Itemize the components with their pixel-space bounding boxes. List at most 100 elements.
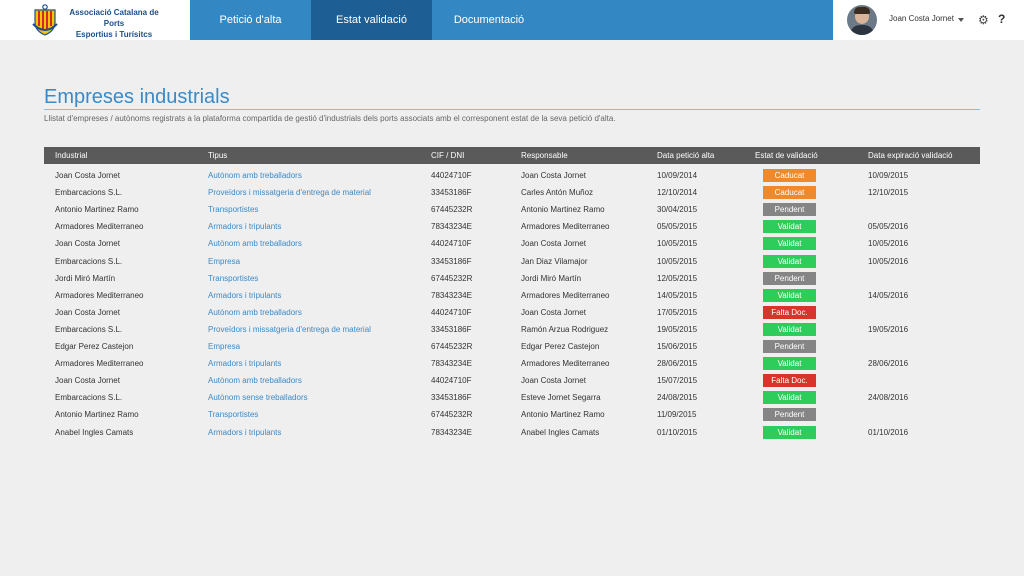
status-badge: Validat (763, 288, 816, 302)
cell-industrial: Embarcacions S.L. (55, 256, 123, 266)
cell-cif: 33453186F (431, 324, 472, 334)
table-row[interactable]: Antonio Martinez Ramo Transportistes 67445… (44, 201, 980, 218)
cell-data-peticio: 10/05/2015 (657, 256, 698, 266)
cell-cif: 78343234E (431, 222, 472, 232)
logo[interactable]: Associació Catalana de Ports Esportius i… (0, 0, 190, 40)
cell-cif: 78343234E (431, 359, 472, 369)
cell-data-expiracio: 19/05/2016 (868, 324, 909, 334)
table-row[interactable]: Embarcacions S.L. Autònom sense treballad… (44, 389, 980, 406)
cell-tipus-link[interactable]: Autònom amb treballadors (208, 171, 302, 180)
cell-tipus-link[interactable]: Armadors i tripulants (208, 222, 282, 232)
cell-tipus-link[interactable]: Autònom sense treballadors (208, 393, 308, 403)
port-association-logo-icon (32, 4, 58, 36)
title-divider (44, 109, 980, 110)
cell-data-peticio: 17/05/2015 (657, 307, 698, 317)
tab-documentacio[interactable]: Documentació (453, 14, 525, 26)
chevron-down-icon[interactable] (958, 18, 964, 22)
header-data-expiracio[interactable]: Data expiració validació (868, 151, 953, 160)
header-responsable[interactable]: Responsable (521, 151, 568, 160)
table-row[interactable]: Joan Costa Jornet Autònom amb treballador… (44, 167, 980, 184)
table-row[interactable]: Embarcacions S.L. Proveïdors i missatgeri… (44, 184, 980, 201)
cell-data-expiracio: 10/09/2015 (868, 171, 909, 180)
cell-data-expiracio: 01/10/2016 (868, 427, 909, 437)
top-bar: Associació Catalana de Ports Esportius i… (0, 0, 1024, 40)
cell-industrial: Edgar Perez Castejon (55, 342, 134, 351)
cell-responsable: Joan Costa Jornet (521, 376, 586, 386)
cell-data-expiracio: 24/08/2016 (868, 393, 909, 403)
table-row[interactable]: Joan Costa Jornet Autònom amb treballador… (44, 372, 980, 389)
table-row[interactable]: Anabel Ingles Camats Armadors i tripulant… (44, 424, 980, 441)
header-estat[interactable]: Estat de validació (755, 151, 818, 160)
table-row[interactable]: Edgar Perez Castejon Empresa 67445232R Edga… (44, 338, 980, 355)
status-badge: Falta Doc. (763, 374, 816, 388)
cell-responsable: Antonio Martinez Ramo (521, 205, 605, 215)
cell-tipus-link[interactable]: Empresa (208, 256, 241, 266)
status-badge: Caducat (763, 169, 816, 182)
cell-responsable: Armadores Mediterraneo (521, 359, 610, 369)
header-industrial[interactable]: Industrial (55, 151, 88, 160)
cell-data-expiracio: 10/05/2016 (868, 239, 909, 249)
cell-tipus-link[interactable]: Autònom amb treballadors (208, 239, 302, 249)
cell-tipus-link[interactable]: Armadors i tripulants (208, 427, 282, 437)
cell-tipus-link[interactable]: Proveïdors i missatgeria d'entrega de ma… (208, 324, 371, 334)
cell-cif: 78343234E (431, 427, 472, 437)
header-data-peticio[interactable]: Data petició alta (657, 151, 715, 160)
header-cif[interactable]: CIF / DNI (431, 151, 465, 160)
cell-responsable: Edgar Perez Castejon (521, 342, 600, 351)
user-name[interactable]: Joan Costa Jornet (889, 14, 954, 23)
table-row[interactable]: Armadores Mediterraneo Armadors i tripula… (44, 287, 980, 304)
cell-tipus-link[interactable]: Empresa (208, 342, 241, 351)
cell-data-expiracio: 10/05/2016 (868, 256, 909, 266)
status-badge: Validat (763, 357, 816, 371)
cell-data-peticio: 10/09/2014 (657, 171, 698, 180)
cell-responsable: Jordi Miró Martín (521, 273, 582, 283)
cell-data-peticio: 19/05/2015 (657, 324, 698, 334)
cell-tipus-link[interactable]: Armadors i tripulants (208, 359, 282, 369)
table-row[interactable]: Embarcacions S.L. Empresa 33453186F Jan Dia… (44, 253, 980, 270)
status-badge: Falta Doc. (763, 305, 816, 319)
avatar[interactable] (847, 5, 877, 35)
status-badge: Caducat (763, 186, 816, 200)
cell-data-peticio: 05/05/2015 (657, 222, 698, 232)
cell-industrial: Antonio Martinez Ramo (55, 410, 139, 420)
cell-cif: 44024710F (431, 171, 472, 180)
cell-tipus-link[interactable]: Armadors i tripulants (208, 290, 282, 300)
cell-responsable: Anabel Ingles Camats (521, 427, 600, 437)
cell-responsable: Jan Diaz Vilamajor (521, 256, 588, 266)
logo-line-1: Associació Catalana de Ports (69, 8, 159, 28)
cell-responsable: Joan Costa Jornet (521, 171, 586, 180)
table-row[interactable]: Joan Costa Jornet Autònom amb treballador… (44, 235, 980, 252)
cell-tipus-link[interactable]: Autònom amb treballadors (208, 376, 302, 386)
cell-cif: 67445232R (431, 410, 473, 420)
header-tipus[interactable]: Tipus (208, 151, 228, 160)
cell-tipus-link[interactable]: Transportistes (208, 410, 259, 420)
cell-tipus-link[interactable]: Proveïdors i missatgeria d'entrega de ma… (208, 188, 371, 198)
status-badge: Validat (763, 391, 816, 405)
cell-cif: 33453186F (431, 188, 472, 198)
gear-icon[interactable]: ⚙ (978, 13, 989, 27)
cell-data-expiracio: 28/06/2016 (868, 359, 909, 369)
table-row[interactable]: Armadores Mediterraneo Armadors i tripula… (44, 218, 980, 235)
status-badge: Validat (763, 425, 816, 439)
status-badge: Pendent (763, 203, 816, 217)
table-row[interactable]: Embarcacions S.L. Proveïdors i missatgeri… (44, 321, 980, 338)
tab-estat-validacio[interactable]: Estat validació (311, 0, 432, 40)
help-button[interactable]: ? (998, 12, 1006, 26)
cell-industrial: Armadores Mediterraneo (55, 222, 144, 232)
cell-cif: 33453186F (431, 393, 472, 403)
tab-peticio-alta[interactable]: Petició d'alta (219, 14, 282, 26)
cell-data-peticio: 24/08/2015 (657, 393, 698, 403)
cell-cif: 44024710F (431, 239, 472, 249)
cell-industrial: Embarcacions S.L. (55, 393, 123, 403)
cell-tipus-link[interactable]: Autònom amb treballadors (208, 307, 302, 317)
cell-industrial: Embarcacions S.L. (55, 324, 123, 334)
table-row[interactable]: Armadores Mediterraneo Armadors i tripula… (44, 355, 980, 372)
cell-industrial: Joan Costa Jornet (55, 239, 120, 249)
cell-industrial: Armadores Mediterraneo (55, 359, 144, 369)
logo-text: Associació Catalana de Ports Esportius i… (62, 7, 166, 40)
cell-tipus-link[interactable]: Transportistes (208, 273, 259, 283)
table-row[interactable]: Joan Costa Jornet Autònom amb treballador… (44, 304, 980, 321)
table-row[interactable]: Antonio Martinez Ramo Transportistes 67445… (44, 406, 980, 423)
table-row[interactable]: Jordi Miró Martín Transportistes 67445232R… (44, 270, 980, 287)
cell-tipus-link[interactable]: Transportistes (208, 205, 259, 215)
